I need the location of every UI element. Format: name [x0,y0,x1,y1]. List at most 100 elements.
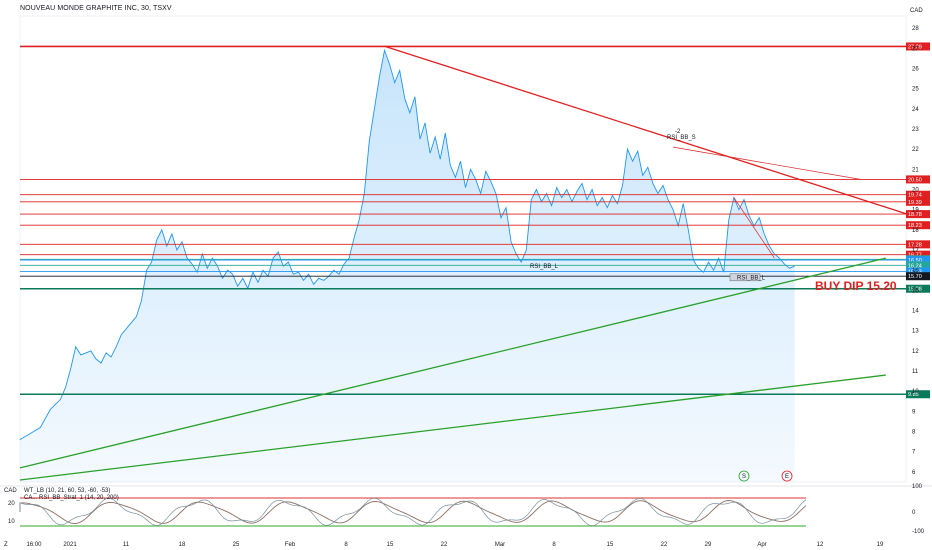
level-tag-1 [906,175,930,184]
osc-legend-2: CA... RSI_BB_Strat_1 (14, 20, 200) [24,495,119,501]
price-tick-18: 10 [912,389,919,395]
chart-title: NOUVEAU MONDE GRAPHITE INC, 30, TSXV [20,5,172,12]
price-line [19,48,795,440]
level-label-6: 17.28 [908,242,922,248]
marker-e-circle [781,470,793,482]
level-label-5: 18.23 [908,223,922,229]
trendline-support-lower [19,374,886,481]
rsi-bb-s-label: RSI_BB_S [667,135,696,141]
price-tick-12: 16 [912,268,919,274]
rsi-bb-l-label-2: RSI_BB_L [737,275,766,281]
price-tick-14: 14 [912,309,919,315]
time-tick-11: 15 [607,542,614,548]
price-tick-7: 21 [912,167,919,173]
oscillator-pane: WT_LB (10, 21, 60, 53, -60, -53)CA... RS… [0,484,932,548]
time-tick-3: 18 [179,542,186,548]
price-tick-19: 9 [912,409,916,415]
osc-left-label-2: 10 [8,519,15,525]
price-tick-22: 6 [912,470,916,476]
price-axis-currency: CAD [910,8,923,14]
level-label-2: 19.74 [908,193,922,199]
price-area-fill [20,50,795,483]
time-tick-7: 15 [387,542,394,548]
level-tag-12 [906,272,930,281]
level-label-4: 18.78 [908,212,922,218]
osc-legend: WT_LB (10, 21, 60, 53, -60, -53) [24,488,110,494]
rsi-bb-l-box [729,273,761,282]
time-tick-6: 8 [344,542,348,548]
price-tick-9: 19 [912,208,919,214]
level-tag-11 [906,267,930,276]
osc-left-label-0: CAD [4,488,17,494]
time-tick-4: 25 [233,542,240,548]
price-tick-3: 25 [912,87,919,93]
annotations: RSI_BB_L RSI_BB_L RSI_BB_S-2 BUY DIP 15.20 S… [530,129,897,482]
level-tag-10 [906,261,930,270]
price-tick-20: 8 [912,430,916,436]
marker-s: S [742,474,746,480]
trendline-resistance [384,45,907,215]
price-tick-5: 23 [912,127,919,133]
price-tick-6: 22 [912,147,919,153]
price-tick-10: 18 [912,228,919,234]
level-label-1: 20.50 [908,177,922,183]
level-tag-4 [906,210,930,219]
level-label-9: 16.50 [908,258,922,264]
price-tick-4: 24 [912,107,919,113]
trendline-resistance-2 [673,146,861,180]
level-label-12: 15.70 [908,274,922,280]
level-tag-7 [906,250,930,259]
osc-tick-2: -100 [912,529,925,535]
price-tick-2: 26 [912,66,919,72]
time-tick-14: Apr [757,542,766,548]
price-tick-0: 28 [912,26,919,32]
time-tick-9: Mar [495,542,505,548]
level-tag-5 [906,221,930,230]
level-label-3: 19.39 [908,200,922,206]
time-tick-16: 19 [877,542,884,548]
level-tag-13 [906,284,930,293]
minus2-label: -2 [675,129,681,135]
trendlines [19,45,907,481]
price-tick-1: 27 [912,46,919,52]
trendline-resistance-3 [733,197,775,259]
osc-wave-fast [19,497,807,527]
osc-tick-1: 0 [912,510,916,516]
level-label-13: 15.08 [908,287,922,293]
time-tick-0: 16:00 [26,542,42,548]
level-label-14: 9.85 [908,392,919,398]
time-tick-13: 29 [705,542,712,548]
price-tick-11: 17 [912,248,919,254]
price-axis: CAD 28 27 26 25 24 23 22 21 20 19 18 17 16 15 14 13 12 11 1… [910,8,923,476]
marker-s-circle [738,470,750,482]
price-tick-13: 15 [912,288,919,294]
time-tick-15: 12 [817,542,824,548]
time-tick-1: 2021 [63,542,77,548]
rsi-bb-l-label-1: RSI_BB_L [530,264,559,270]
osc-left-label-1: 20 [8,501,15,507]
buy-dip-label: BUY DIP 15.20 [815,279,897,293]
time-tick-12: 22 [661,542,668,548]
osc-wave-slow [19,500,807,525]
marker-e: E [785,474,789,480]
time-tick-8: 22 [441,542,448,548]
price-tick-17: 11 [912,369,919,375]
time-tick-2: 11 [123,542,130,548]
price-tick-8: 20 [912,187,919,193]
level-tag-0 [906,42,930,51]
time-axis: 16:00 2021 11 18 25 Feb 8 15 22 Mar 8 15 22 29 Apr 12 19 [26,542,884,548]
level-label-10: 16.24 [908,263,922,269]
scale-label: Z [4,542,8,548]
level-label-0: 27.09 [908,44,922,50]
price-tick-16: 12 [912,349,919,355]
time-tick-5: Feb [285,542,296,548]
level-tag-2 [906,190,930,199]
osc-tick-0: 100 [912,484,923,490]
trendline-support-upper [19,257,886,469]
price-area [19,48,795,483]
price-tick-15: 13 [912,329,919,335]
level-tag-14 [906,390,930,399]
price-tick-21: 7 [912,450,916,456]
